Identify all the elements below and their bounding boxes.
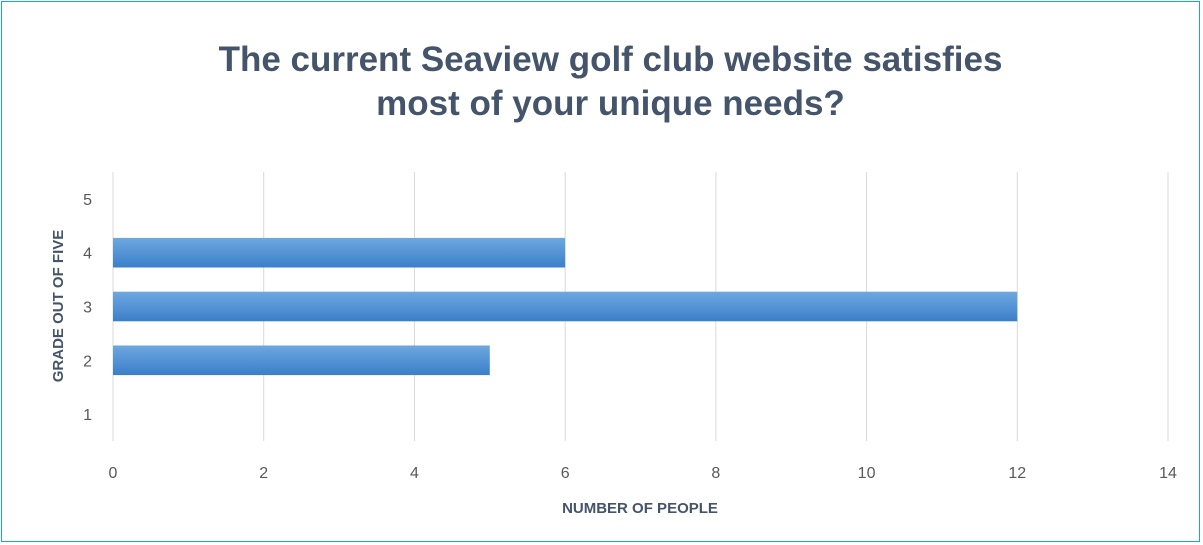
y-axis-title: GRADE OUT OF FIVE — [50, 230, 67, 383]
y-tick-label-4: 4 — [83, 246, 92, 263]
bar-grade-3 — [113, 291, 1018, 322]
x-tick-label-14: 14 — [1159, 465, 1177, 482]
y-tick-label-1: 1 — [83, 407, 92, 424]
x-tick-label-0: 0 — [109, 465, 118, 482]
x-tick-label-12: 12 — [1008, 465, 1026, 482]
x-tick-label-2: 2 — [259, 465, 268, 482]
chart-title: The current Seaview golf club website sa… — [218, 40, 1003, 123]
x-tick-label-10: 10 — [858, 465, 876, 482]
bar-grade-4 — [113, 237, 566, 268]
y-tick-label-2: 2 — [83, 353, 92, 370]
x-axis-title: NUMBER OF PEOPLE — [562, 500, 718, 517]
x-axis-ticks: 0 2 4 6 8 10 12 14 — [109, 465, 1177, 482]
bars — [113, 237, 1018, 376]
bar-grade-2 — [113, 345, 490, 376]
x-tick-label-4: 4 — [410, 465, 419, 482]
y-tick-label-5: 5 — [83, 192, 92, 209]
y-tick-label-3: 3 — [83, 300, 92, 317]
x-tick-label-6: 6 — [561, 465, 570, 482]
x-tick-label-8: 8 — [711, 465, 720, 482]
y-axis-ticks: 1 2 3 4 5 — [83, 192, 92, 424]
